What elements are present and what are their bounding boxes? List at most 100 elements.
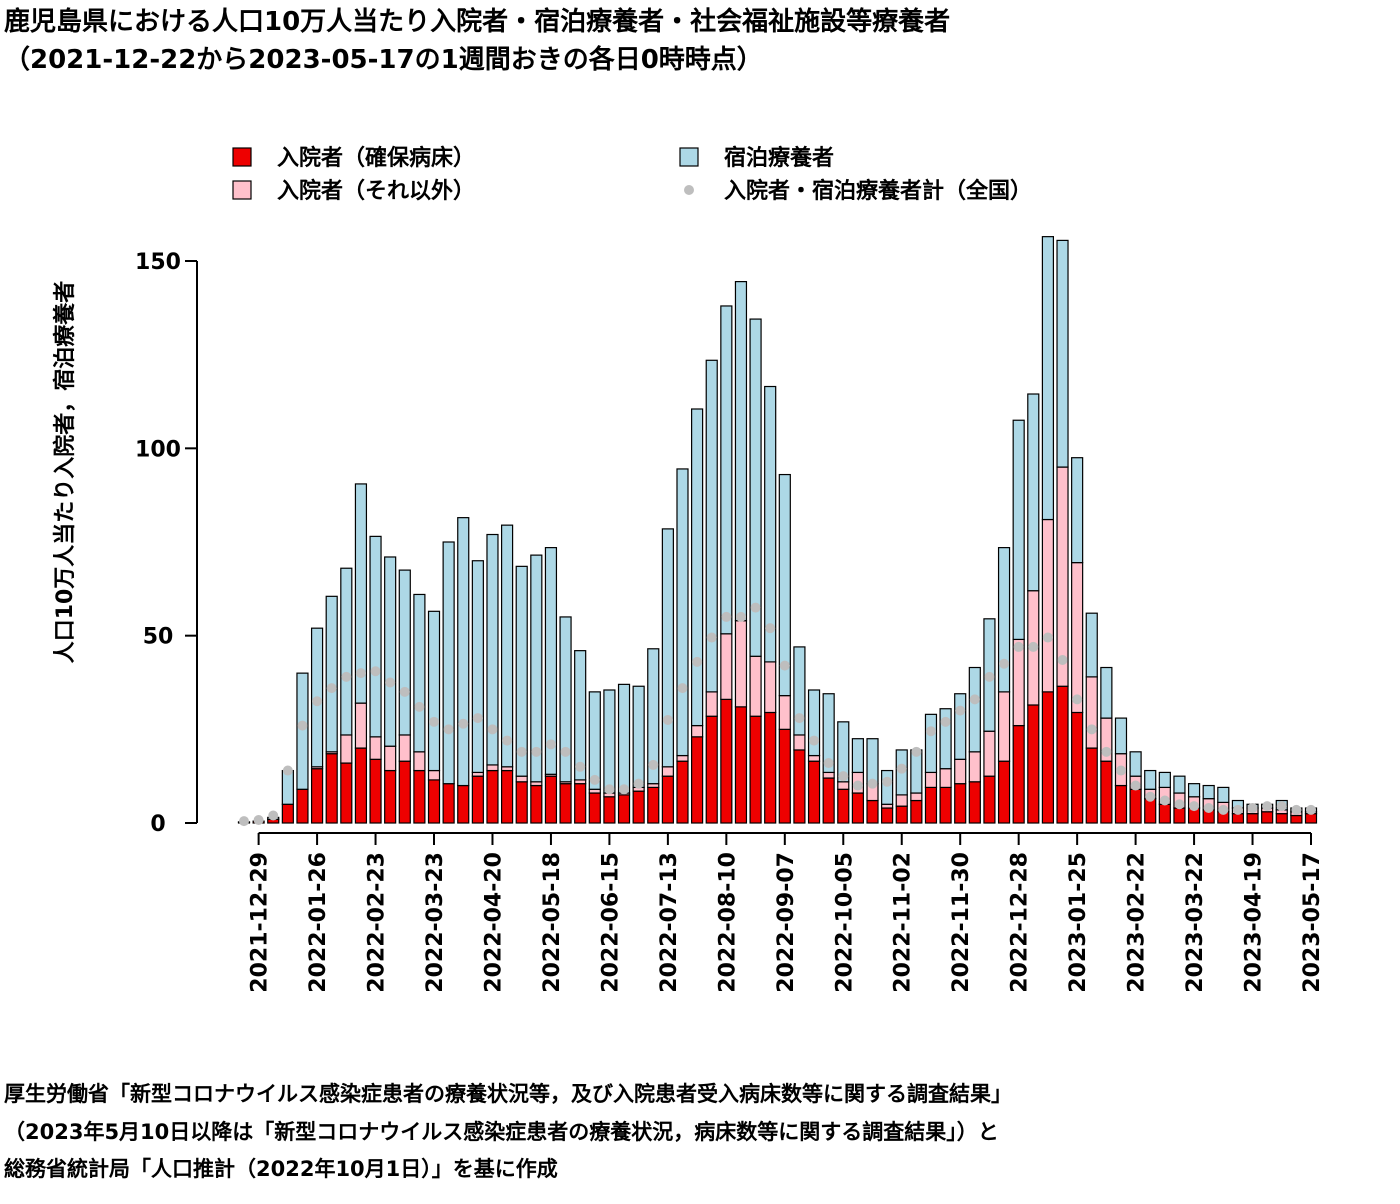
bar-segment — [765, 712, 776, 823]
point — [297, 721, 307, 731]
y-tick-label: 0 — [150, 812, 165, 837]
point — [838, 771, 848, 781]
bar-segment — [750, 716, 761, 823]
bar-segment — [896, 795, 907, 806]
bar-segment — [560, 617, 571, 782]
bar-segment — [1232, 814, 1243, 823]
point — [385, 678, 395, 688]
bar-segment — [794, 750, 805, 823]
bar-segment — [925, 787, 936, 823]
bar-segment — [984, 776, 995, 823]
bar-segment — [1145, 799, 1156, 823]
bar-segment — [984, 731, 995, 776]
point — [546, 739, 556, 749]
x-tick-label: 2022-04-20 — [481, 852, 506, 993]
bar-segment — [706, 716, 717, 823]
point — [911, 747, 921, 757]
bar-segment — [1042, 692, 1053, 823]
point — [239, 816, 249, 826]
x-tick-label: 2023-04-19 — [1242, 852, 1267, 993]
point — [677, 683, 687, 693]
bar-segment — [969, 752, 980, 782]
bar-segment — [1072, 712, 1083, 823]
point — [327, 683, 337, 693]
x-tick-label: 2022-03-23 — [423, 852, 448, 993]
bar-segment — [925, 772, 936, 787]
bar-segment — [882, 771, 893, 805]
bar-segment — [809, 756, 820, 762]
bar-segment — [575, 651, 586, 780]
bar-segment — [516, 776, 527, 782]
point — [853, 781, 863, 791]
bar-segment — [341, 568, 352, 735]
bar-segment — [560, 784, 571, 823]
chart-subtitle: （2021-12-22から2023-05-17の1週間おきの各日0時時点） — [4, 44, 763, 75]
bar-segment — [955, 784, 966, 823]
bar-segment — [662, 767, 673, 776]
legend-label: 入院者（それ以外） — [277, 178, 475, 204]
bar-segment — [735, 621, 746, 707]
bar-segment — [1262, 812, 1273, 823]
bar-segment — [429, 780, 440, 823]
y-axis-label: 人口10万人当たり入院者，宿泊療養者 — [52, 281, 78, 664]
bar-segment — [925, 714, 936, 772]
point — [1291, 805, 1301, 815]
legend-swatch — [233, 148, 251, 166]
bar-segment — [1189, 784, 1200, 797]
x-tick-label: 2022-07-13 — [657, 852, 682, 993]
y-tick-label: 100 — [135, 437, 181, 462]
point — [1014, 642, 1024, 652]
point — [1087, 724, 1097, 734]
bar-segment — [1042, 237, 1053, 520]
x-tick-label: 2022-10-05 — [832, 852, 857, 993]
bar-segment — [677, 469, 688, 756]
point — [487, 724, 497, 734]
point — [897, 764, 907, 774]
bar-segment — [852, 739, 863, 773]
bar-segment — [779, 696, 790, 730]
bar-segment — [911, 801, 922, 823]
point — [941, 717, 951, 727]
point — [1072, 694, 1082, 704]
bar-segment — [1130, 789, 1141, 823]
point — [283, 766, 293, 776]
bar-segment — [1291, 816, 1302, 823]
point — [312, 696, 322, 706]
bar-segment — [969, 668, 980, 752]
point — [444, 724, 454, 734]
point — [502, 736, 512, 746]
x-tick-label: 2021-12-29 — [248, 852, 273, 993]
legend-label: 宿泊療養者 — [724, 145, 834, 171]
bar-segment — [619, 795, 630, 823]
bar-segment — [1276, 814, 1287, 823]
bar-segment — [809, 690, 820, 756]
x-tick-label: 2023-01-25 — [1066, 852, 1091, 993]
bar-segment — [1174, 776, 1185, 793]
point — [473, 713, 483, 723]
bar-segment — [341, 735, 352, 763]
bar-segment — [1086, 748, 1097, 823]
legend-swatch — [233, 181, 251, 199]
point — [268, 811, 278, 821]
bar-segment — [443, 784, 454, 823]
bar-segment — [852, 793, 863, 823]
legend-label: 入院者（確保病床） — [277, 145, 475, 171]
bar-segment — [370, 536, 381, 736]
bar-segment — [765, 662, 776, 713]
bar-segment — [940, 769, 951, 788]
bar-segment — [721, 634, 732, 700]
bar-segment — [823, 772, 834, 778]
bar-segment — [282, 804, 293, 823]
point — [868, 779, 878, 789]
bar-segment — [370, 759, 381, 823]
bar-segment — [955, 759, 966, 783]
x-tick-label: 2022-06-15 — [598, 852, 623, 993]
x-tick-label: 2023-03-22 — [1183, 852, 1208, 993]
bar-segment — [779, 729, 790, 823]
bar-segment — [341, 763, 352, 823]
bar-segment — [1042, 520, 1053, 692]
bar-segment — [1013, 420, 1024, 639]
point — [663, 715, 673, 725]
bar-segment — [721, 306, 732, 634]
point — [356, 668, 366, 678]
